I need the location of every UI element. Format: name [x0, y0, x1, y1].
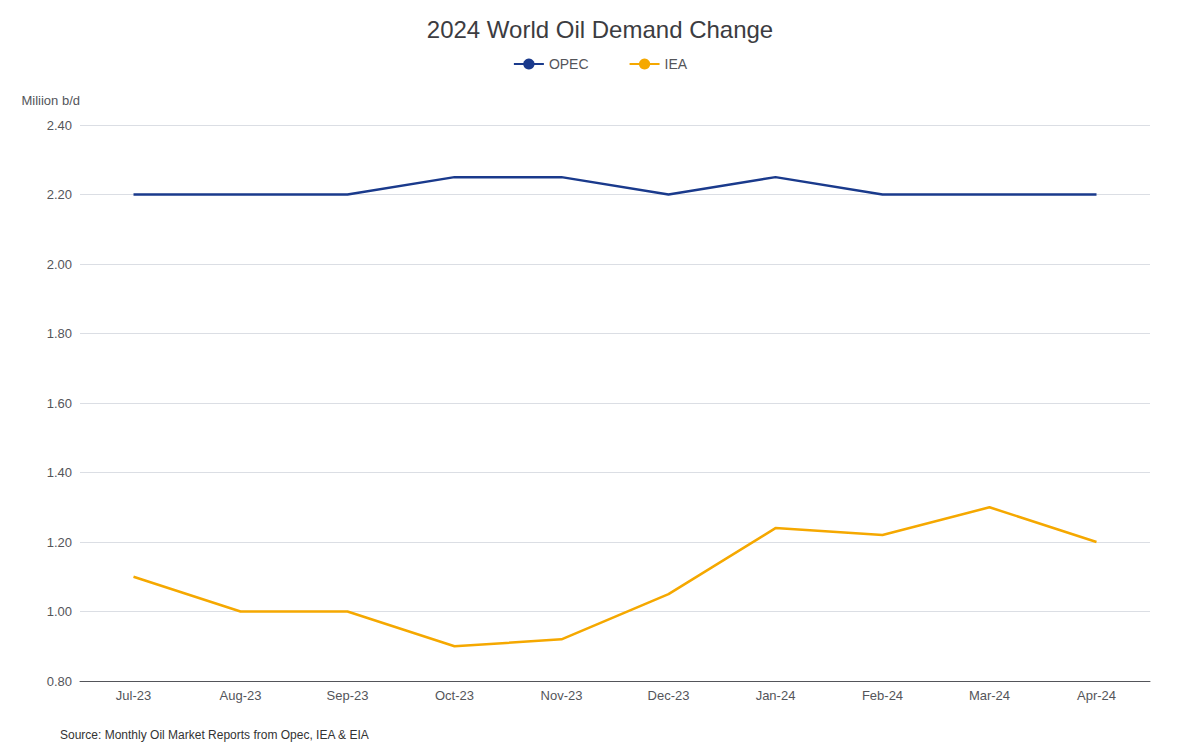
svg-text:Miliion b/d: Miliion b/d: [21, 93, 80, 108]
svg-text:Sep-23: Sep-23: [327, 688, 369, 703]
svg-text:Mar-24: Mar-24: [969, 688, 1010, 703]
svg-text:1.40: 1.40: [47, 465, 72, 480]
svg-text:Apr-24: Apr-24: [1077, 688, 1116, 703]
svg-text:Jul-23: Jul-23: [116, 688, 151, 703]
svg-text:0.80: 0.80: [47, 674, 72, 689]
svg-text:Jan-24: Jan-24: [756, 688, 796, 703]
svg-text:1.20: 1.20: [47, 535, 72, 550]
svg-text:2.20: 2.20: [47, 187, 72, 202]
svg-text:Source: Monthly Oil Market Rep: Source: Monthly Oil Market Reports from …: [60, 728, 369, 742]
svg-text:Nov-23: Nov-23: [541, 688, 583, 703]
svg-text:OPEC: OPEC: [549, 56, 589, 72]
svg-text:1.00: 1.00: [47, 604, 72, 619]
svg-text:Feb-24: Feb-24: [862, 688, 903, 703]
svg-text:1.80: 1.80: [47, 326, 72, 341]
svg-text:IEA: IEA: [665, 56, 688, 72]
svg-text:2024 World Oil Demand Change: 2024 World Oil Demand Change: [427, 16, 773, 43]
svg-text:Aug-23: Aug-23: [220, 688, 262, 703]
svg-text:Dec-23: Dec-23: [648, 688, 690, 703]
svg-text:2.40: 2.40: [47, 118, 72, 133]
svg-text:Oct-23: Oct-23: [435, 688, 474, 703]
svg-text:2.00: 2.00: [47, 257, 72, 272]
svg-text:1.60: 1.60: [47, 396, 72, 411]
